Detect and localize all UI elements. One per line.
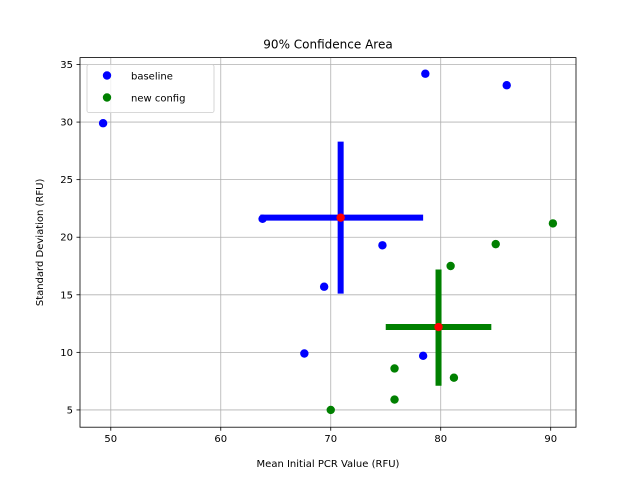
point-baseline	[378, 241, 387, 250]
legend-label-baseline: baseline	[131, 72, 173, 83]
point-baseline	[319, 282, 329, 291]
legend-label-new-config: new config	[131, 94, 185, 105]
y-tick-label: 30	[60, 118, 73, 129]
x-axis-label: Mean Initial PCR Value (RFU)	[257, 459, 400, 470]
x-tick-label: 90	[544, 434, 557, 445]
center-point-new-config	[434, 322, 443, 332]
legend-marker-baseline	[102, 71, 112, 80]
point-new-config	[491, 239, 500, 249]
x-tick-label: 80	[434, 434, 447, 445]
chart-title: 90% Confidence Area	[263, 38, 392, 52]
x-tick-label: 60	[214, 434, 227, 445]
x-tick-label: 50	[104, 434, 117, 445]
plot-frame	[79, 57, 577, 428]
point-baseline	[421, 69, 430, 78]
x-axis-ticks: 50 60 70 80 90	[104, 427, 557, 445]
point-new-config	[326, 405, 335, 415]
point-new-config	[548, 219, 558, 228]
x-tick-label: 70	[324, 434, 337, 445]
point-new-config	[390, 364, 399, 373]
center-point-baseline	[336, 213, 345, 222]
plot-area	[80, 57, 576, 428]
point-new-config	[446, 261, 455, 271]
y-tick-label: 10	[60, 348, 73, 359]
point-new-config	[390, 395, 399, 404]
point-baseline	[98, 119, 108, 128]
point-baseline	[418, 351, 428, 361]
point-baseline	[258, 214, 267, 223]
point-baseline	[502, 81, 511, 90]
data-points	[98, 69, 558, 415]
y-tick-label: 20	[60, 233, 73, 244]
legend-marker-new-config	[102, 93, 112, 102]
legend-box	[86, 64, 215, 113]
y-tick-label: 5	[67, 405, 73, 416]
y-axis-label: Standard Deviation (RFU)	[35, 179, 46, 307]
confidence-centers	[336, 213, 443, 332]
y-tick-label: 25	[60, 175, 73, 186]
legend: baseline new config	[86, 64, 215, 113]
y-axis-ticks: 5 10 15 20 25 30 35	[60, 60, 80, 416]
point-new-config	[449, 373, 459, 382]
grid	[80, 57, 576, 428]
y-tick-label: 15	[60, 290, 73, 301]
point-baseline	[300, 349, 309, 358]
y-tick-label: 35	[60, 60, 73, 71]
